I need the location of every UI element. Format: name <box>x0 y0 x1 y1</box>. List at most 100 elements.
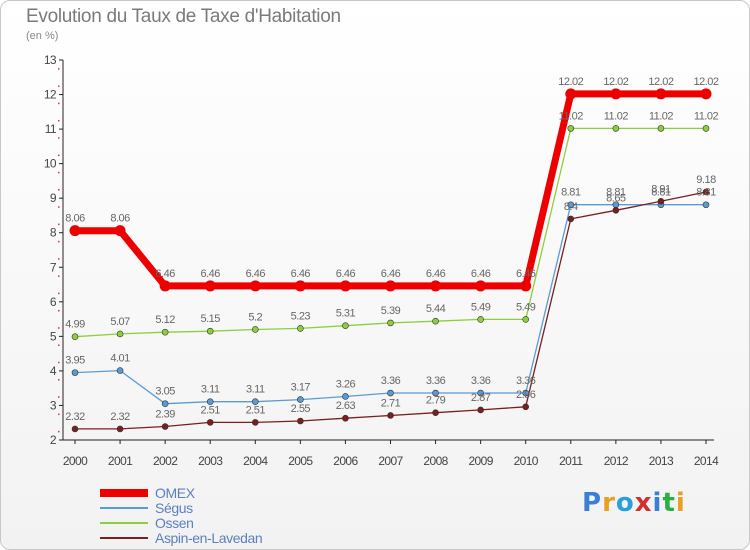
data-label: 11.02 <box>694 110 719 122</box>
y-axis-minor-dot <box>58 361 60 364</box>
y-tick-label: 2 <box>50 433 57 447</box>
y-axis-minor-dot <box>58 171 60 174</box>
data-label: 6.46 <box>426 268 446 280</box>
data-point <box>249 280 261 292</box>
y-axis-minor-dot <box>58 223 60 226</box>
data-label: 6.46 <box>201 268 221 280</box>
data-label: 3.11 <box>201 384 220 396</box>
data-point <box>204 280 216 292</box>
data-label: 8.81 <box>561 187 581 199</box>
data-point <box>477 389 484 397</box>
data-point <box>116 425 124 433</box>
data-point <box>657 197 665 205</box>
legend-label: Aspin-en-Lavedan <box>155 530 263 546</box>
data-point <box>251 398 259 405</box>
data-point <box>206 398 214 405</box>
data-point <box>520 280 532 292</box>
data-point <box>71 333 79 341</box>
data-point <box>71 425 79 433</box>
data-point <box>159 280 171 292</box>
y-axis-minor-dot <box>58 275 60 277</box>
y-axis-minor-dot <box>58 119 60 122</box>
brand-letter: i <box>675 488 686 518</box>
y-tick-label: 7 <box>50 260 57 274</box>
data-point <box>522 316 530 323</box>
data-point <box>387 412 394 419</box>
data-label: 8.81 <box>696 187 716 199</box>
data-point <box>477 406 484 414</box>
y-axis-minor-dot <box>58 102 60 105</box>
data-point <box>294 280 306 292</box>
data-point <box>161 400 169 408</box>
data-point <box>161 423 169 430</box>
data-label: 6.46 <box>336 268 356 280</box>
y-axis-minor-dot <box>58 413 60 416</box>
x-tick-label: 2003 <box>198 454 223 468</box>
y-tick-label: 6 <box>50 295 57 309</box>
data-label: 6.46 <box>246 268 266 280</box>
data-point <box>610 88 622 100</box>
data-point <box>342 414 349 422</box>
data-point <box>567 125 575 132</box>
data-point <box>430 280 442 292</box>
data-label: 6.46 <box>381 268 401 280</box>
data-label: 3.36 <box>516 375 536 387</box>
y-axis-minor-dot <box>58 379 60 381</box>
data-label: 6.46 <box>516 268 536 280</box>
data-label: 11.02 <box>559 110 584 122</box>
data-label: 3.36 <box>381 375 401 387</box>
data-label: 12.02 <box>693 76 718 88</box>
y-axis-minor-dot <box>58 206 60 208</box>
data-point <box>522 403 530 411</box>
data-label: 5.49 <box>516 301 536 313</box>
data-label: 8.06 <box>65 213 85 225</box>
x-tick-label: 2004 <box>243 454 268 468</box>
data-point <box>702 125 710 132</box>
y-axis-minor-dot <box>58 85 60 87</box>
data-label: 4.01 <box>110 353 130 365</box>
brand-letter: r <box>602 488 616 518</box>
data-point <box>432 317 439 325</box>
data-label: 12.02 <box>648 76 673 88</box>
data-label: 5.23 <box>291 310 311 322</box>
data-point <box>251 419 259 426</box>
data-point <box>612 125 620 132</box>
x-tick-label: 2001 <box>108 454 133 468</box>
data-label: 6.46 <box>291 268 311 280</box>
y-axis-minor-dot <box>58 396 60 398</box>
brand-letter: t <box>662 488 676 518</box>
data-label: 8.91 <box>651 183 671 195</box>
y-tick-label: 10 <box>44 157 57 171</box>
data-label: 3.11 <box>246 384 265 396</box>
y-tick-label: 5 <box>50 329 57 343</box>
x-tick-label: 2000 <box>63 454 88 468</box>
brand-letter: x <box>634 488 653 518</box>
chart-title: Evolution du Taux de Taxe d'Habitation <box>26 6 341 27</box>
data-label: 8.81 <box>606 187 626 199</box>
data-point <box>612 206 620 214</box>
x-tick-label: 2011 <box>559 454 583 468</box>
x-tick-label: 2013 <box>649 454 674 468</box>
data-point <box>114 225 126 237</box>
data-label: 11.02 <box>649 110 674 122</box>
x-tick-label: 2008 <box>423 454 448 468</box>
data-label: 2.71 <box>381 397 401 409</box>
data-point <box>342 393 349 400</box>
data-label: 5.12 <box>155 314 175 326</box>
legend-swatch <box>100 489 148 497</box>
data-point <box>700 88 712 100</box>
y-axis-minor-dot <box>58 68 60 70</box>
brand-letter: P <box>582 488 603 518</box>
data-point <box>432 409 439 417</box>
data-point <box>297 417 304 425</box>
y-axis-minor-dot <box>58 309 60 312</box>
legend-swatch <box>100 507 148 509</box>
data-point <box>702 188 710 196</box>
y-tick-label: 13 <box>44 53 57 67</box>
data-label: 3.95 <box>65 355 85 367</box>
data-point <box>565 88 577 100</box>
data-point <box>206 327 214 335</box>
x-tick-label: 2007 <box>378 454 403 468</box>
data-label: 2.55 <box>291 403 311 415</box>
brand-logo: Proxiti <box>582 488 686 518</box>
